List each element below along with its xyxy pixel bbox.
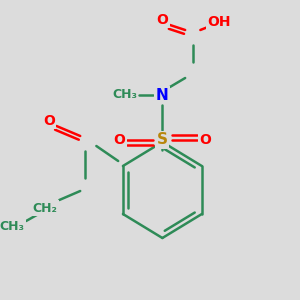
Text: O: O [199,133,211,147]
Text: CH₃: CH₃ [0,220,24,232]
Text: S: S [157,133,168,148]
Text: O: O [114,133,126,147]
Text: N: N [156,88,169,103]
Text: CH₃: CH₃ [112,88,137,101]
Text: O: O [43,114,55,128]
Text: CH₂: CH₂ [33,202,58,214]
Text: O: O [156,13,168,27]
Text: OH: OH [208,15,231,29]
